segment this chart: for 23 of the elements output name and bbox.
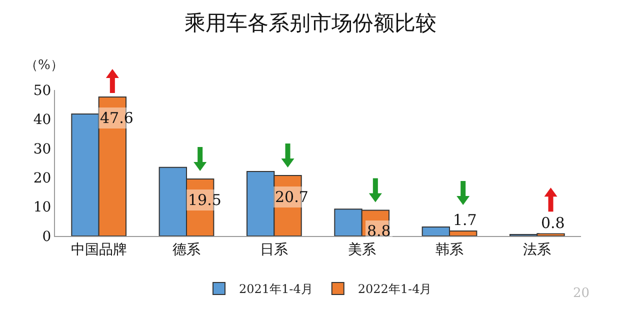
x-tick-label: 日系 <box>260 242 288 258</box>
x-tick-label: 法系 <box>523 242 552 258</box>
y-axis-title: （%） <box>25 58 64 73</box>
data-label: 1.7 <box>453 211 477 229</box>
chart-title: 乘用车各系别市场份额比较 <box>184 11 436 36</box>
legend-label: 2021年1-4月 <box>239 282 313 296</box>
data-label: 19.5 <box>188 191 222 209</box>
x-tick-label: 德系 <box>172 242 200 258</box>
x-tick-label: 韩系 <box>436 242 464 258</box>
x-tick-label: 中国品牌 <box>70 242 127 258</box>
y-tick-label: 10 <box>33 200 52 216</box>
data-label: 20.7 <box>275 188 308 206</box>
y-tick-label: 40 <box>33 112 52 128</box>
data-label: 8.8 <box>367 222 391 240</box>
text: 20 <box>573 286 590 301</box>
x-tick-label: 美系 <box>348 242 376 258</box>
data-label: 47.6 <box>100 109 134 127</box>
data-label: 0.8 <box>541 214 565 232</box>
y-tick-label: 0 <box>42 228 52 245</box>
y-tick-label: 30 <box>33 141 52 158</box>
y-tick-label: 50 <box>33 82 52 99</box>
y-tick-label: 20 <box>33 170 52 186</box>
legend-label: 2022年1-4月 <box>358 282 432 296</box>
